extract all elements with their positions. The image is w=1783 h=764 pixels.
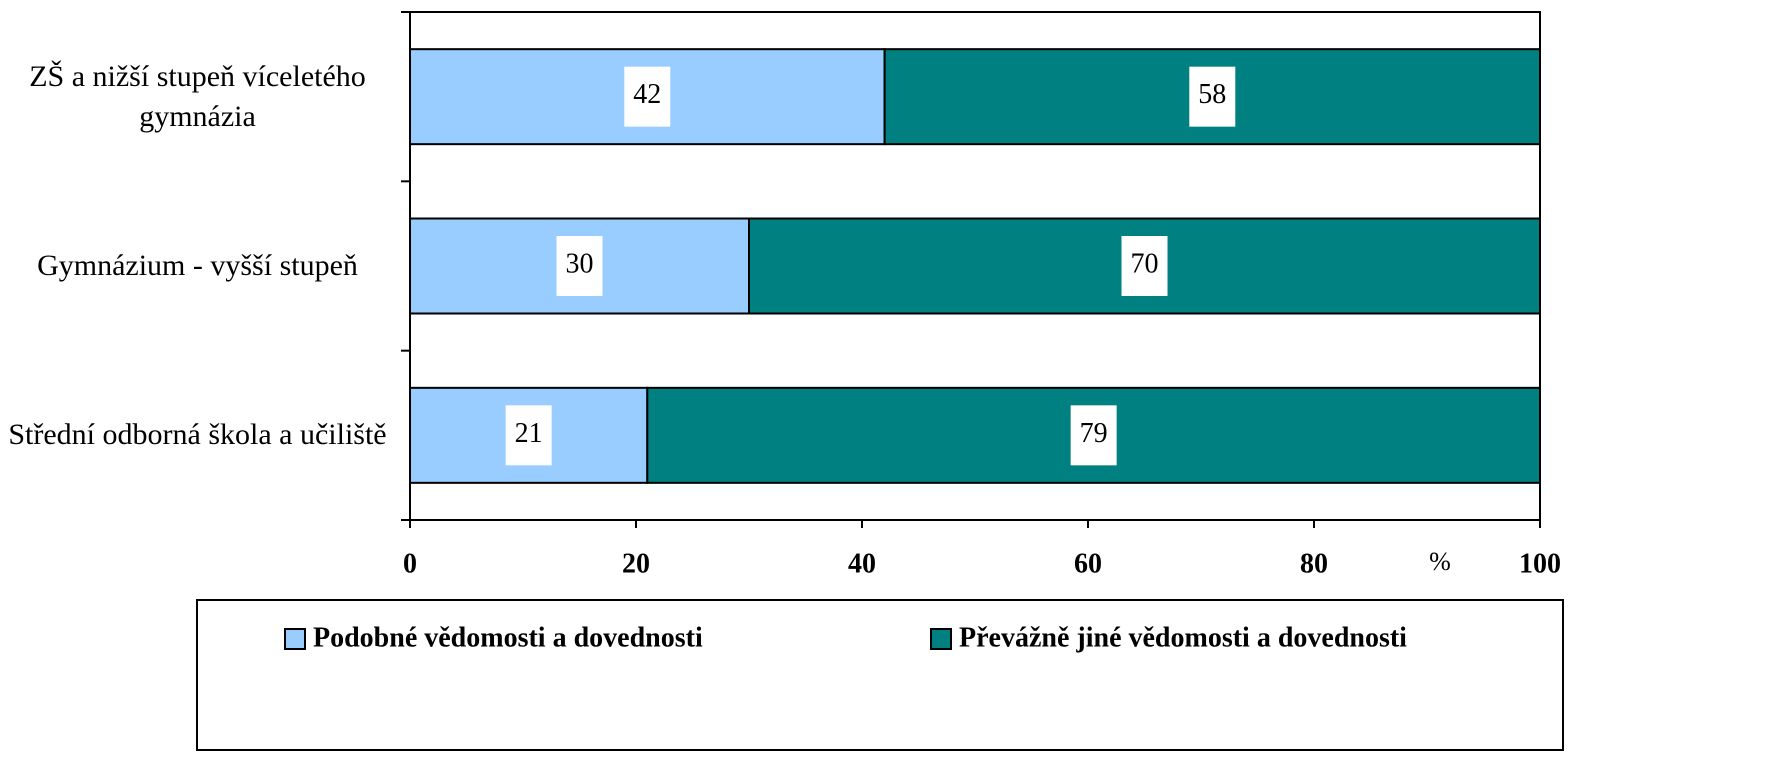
x-tick-label: 0 <box>403 548 417 579</box>
x-tick-label: 60 <box>1074 548 1102 579</box>
x-axis-label: % <box>1429 547 1451 576</box>
value-label-box <box>1121 236 1168 296</box>
value-label-box <box>1070 405 1117 466</box>
legend-box <box>196 599 1564 751</box>
value-label-box <box>1189 66 1236 127</box>
category-label: Střední odborná škola a učiliště <box>8 418 387 452</box>
value-label: 30 <box>566 248 594 279</box>
value-label-box <box>556 236 603 296</box>
x-tick-label: 100 <box>1519 548 1561 579</box>
x-tick-label: 20 <box>622 548 650 579</box>
legend-swatch <box>930 628 952 650</box>
legend-label: Podobné vědomosti a dovednosti <box>313 622 703 653</box>
legend-swatch <box>284 628 306 650</box>
category-label: Gymnázium - vyšší stupeň <box>37 249 358 282</box>
value-label: 21 <box>515 418 543 449</box>
value-label: 42 <box>633 79 661 110</box>
bar-segment <box>409 48 886 146</box>
value-label: 79 <box>1080 418 1108 449</box>
value-label-box <box>624 66 671 127</box>
category-label: ZŠ a nižší stupeň víceletého gymnázia <box>29 59 366 133</box>
value-label-box <box>505 405 552 466</box>
legend-label: Převážně jiné vědomosti a dovednosti <box>959 622 1407 653</box>
x-tick-label: 40 <box>848 548 876 579</box>
value-label: 58 <box>1198 79 1226 110</box>
value-label: 70 <box>1131 248 1159 279</box>
x-tick-label: 80 <box>1300 548 1328 579</box>
